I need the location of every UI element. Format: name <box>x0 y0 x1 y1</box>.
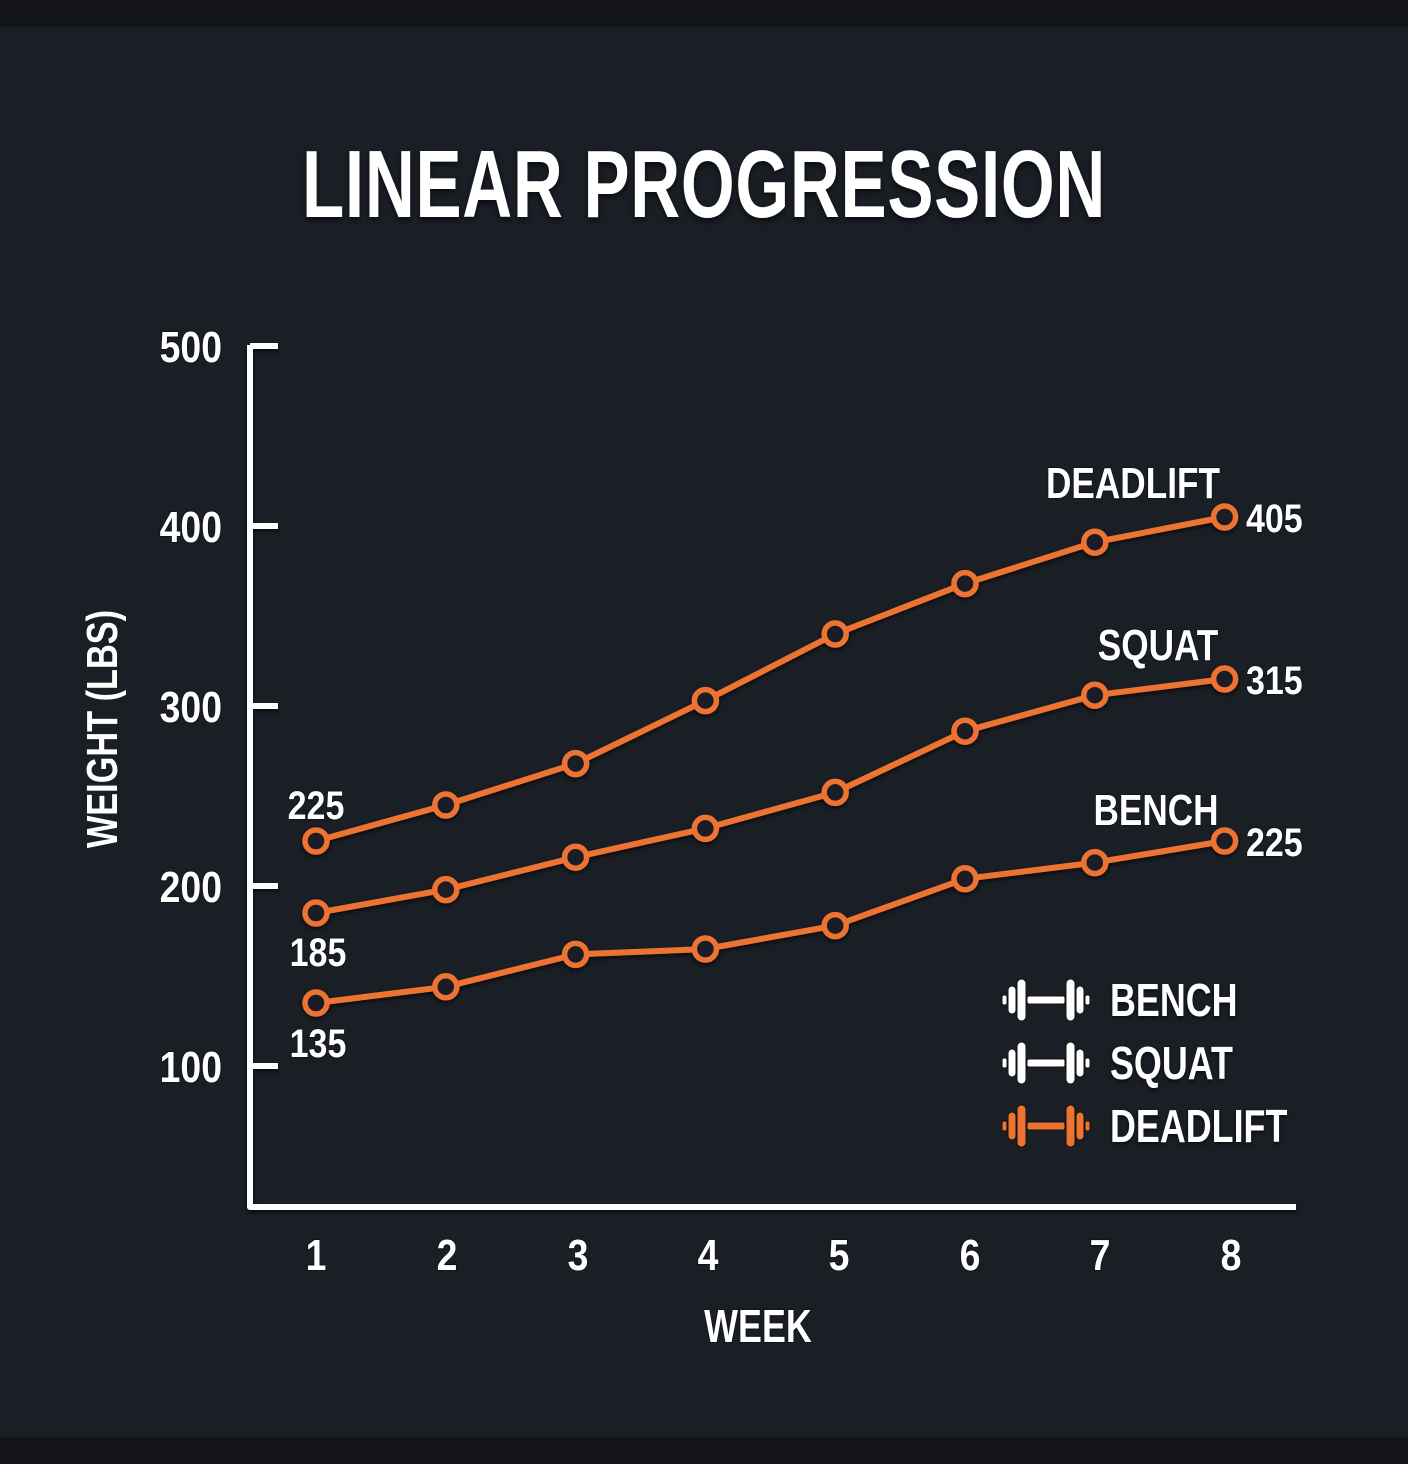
data-point-marker <box>821 778 849 807</box>
series-line-bench <box>313 838 1228 1006</box>
axis-lines <box>247 345 1296 1210</box>
data-point-marker <box>691 686 720 715</box>
y-tick-label: 400 <box>160 502 222 552</box>
data-point-marker <box>302 899 330 927</box>
dumbbell-icon <box>1001 978 1091 1021</box>
data-point-marker <box>1081 681 1109 709</box>
data-point-marker <box>951 569 979 598</box>
annotation-deadlift-value: 405 <box>1246 495 1303 540</box>
x-tick-label: 7 <box>1090 1230 1111 1280</box>
annotation-deadlift-name: DEADLIFT <box>1046 459 1220 508</box>
data-point-marker <box>432 791 460 819</box>
dumbbell-icon <box>1001 1104 1091 1147</box>
x-tick-label: 5 <box>829 1230 850 1280</box>
data-point-marker <box>1210 503 1239 531</box>
series-line-squat <box>313 676 1228 916</box>
y-tick-label: 100 <box>160 1042 222 1092</box>
x-tick-label: 3 <box>568 1230 589 1280</box>
data-point-marker <box>821 620 849 648</box>
data-point-marker <box>1081 848 1109 877</box>
data-point-marker <box>302 827 330 855</box>
y-tick-label: 200 <box>160 862 222 912</box>
annotation-bench-value: 225 <box>1246 819 1303 864</box>
data-point-marker <box>561 843 590 871</box>
data-point-marker <box>561 749 590 778</box>
y-axis-title: WEIGHT (LBS) <box>78 610 127 848</box>
y-tick-label: 300 <box>160 682 222 732</box>
series-lines <box>302 503 1239 1017</box>
legend-label: DEADLIFT <box>1110 1099 1288 1152</box>
data-point-marker <box>561 940 590 969</box>
annotation-start-deadlift: 225 <box>288 782 345 827</box>
x-tick-label: 8 <box>1221 1230 1242 1280</box>
legend-label: BENCH <box>1110 973 1238 1026</box>
annotation-squat-name: SQUAT <box>1098 621 1219 670</box>
legend: BENCH SQUAT DEADLIFT <box>1000 968 1337 1157</box>
data-point-marker <box>951 865 979 893</box>
legend-item-squat: SQUAT <box>1000 1031 1337 1094</box>
data-point-marker <box>821 911 849 940</box>
annotations: 225 185 135 DEADLIFT 405 SQUAT 315 BENCH 225 <box>287 458 1304 1066</box>
annotation-squat-value: 315 <box>1246 657 1303 702</box>
x-axis-title: WEEK <box>704 1301 812 1352</box>
x-tick-label: 4 <box>698 1230 719 1280</box>
data-point-marker <box>691 935 720 963</box>
data-point-marker <box>302 989 330 1017</box>
x-tick-label: 6 <box>960 1230 981 1280</box>
data-point-marker <box>691 814 720 843</box>
data-point-marker <box>432 875 460 904</box>
legend-item-bench: BENCH <box>1000 968 1337 1031</box>
bottom-band <box>0 1437 1408 1464</box>
tick-labels: 100 200 300 400 500 1 2 3 4 5 6 7 8 WEEK WEIGHT (LBS) <box>78 321 1242 1353</box>
legend-label: SQUAT <box>1110 1036 1233 1089</box>
annotation-start-squat: 185 <box>290 929 347 974</box>
legend-item-deadlift: DEADLIFT <box>1000 1094 1337 1157</box>
data-point-marker <box>951 717 979 745</box>
data-point-marker <box>1210 665 1239 693</box>
x-tick-label: 1 <box>306 1230 327 1280</box>
dumbbell-icon <box>1001 1041 1091 1084</box>
axes <box>247 343 1296 1210</box>
top-band <box>0 0 1408 27</box>
data-point-marker <box>1081 528 1109 556</box>
series-line-deadlift <box>313 514 1228 844</box>
data-point-marker <box>1210 827 1239 855</box>
chart-title: LINEAR PROGRESSION <box>301 131 1107 238</box>
chart-frame <box>0 27 1408 1437</box>
annotation-start-bench: 135 <box>290 1020 347 1065</box>
annotation-bench-name: BENCH <box>1093 786 1218 835</box>
x-tick-label: 2 <box>437 1230 458 1280</box>
y-tick-label: 500 <box>160 322 222 372</box>
data-point-marker <box>432 973 460 1001</box>
